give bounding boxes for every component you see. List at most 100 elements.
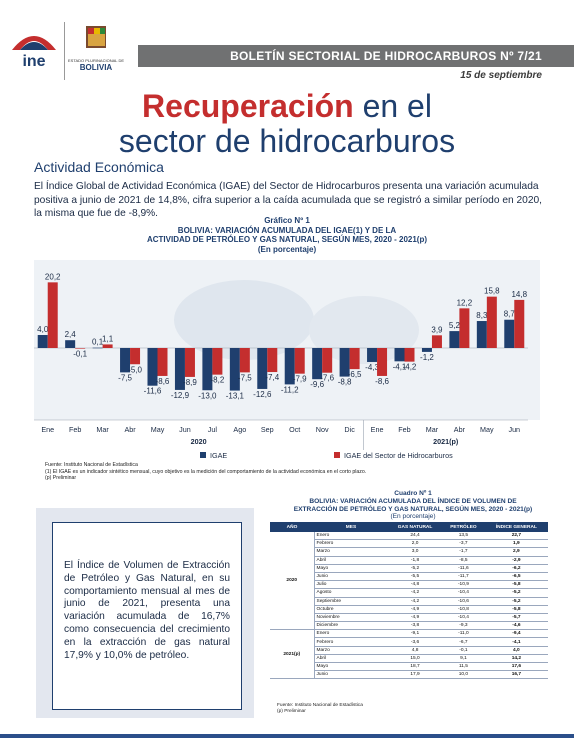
table-month-cell: Abril xyxy=(314,654,388,664)
table-month-cell: Junio xyxy=(314,670,388,680)
bar-value-label: -4,3 xyxy=(365,363,379,372)
table-value-cell: -10,4 xyxy=(442,613,485,623)
bar-value-label: 12,2 xyxy=(457,298,473,307)
table-row: Junio -5,5 -11,7 -6,5 xyxy=(270,572,548,582)
igae-bar xyxy=(37,335,48,348)
bar-value-label: 4,0 xyxy=(37,325,49,334)
x-tick-label: Mar xyxy=(426,425,439,434)
x-tick-label: Ago xyxy=(233,425,246,434)
x-tick-label: Abr xyxy=(454,425,466,434)
table-row: Abril 15,0 9,1 14,2 xyxy=(270,654,548,664)
table-value-cell: 17,9 xyxy=(388,670,443,680)
table-value-cell: -11,7 xyxy=(442,572,485,582)
hydrocarbon-bar xyxy=(349,348,360,370)
table-header-row: AÑO MES GAS NATURAL PETRÓLEO ÍNDICE GENE… xyxy=(270,522,548,532)
bar-value-label: -13,0 xyxy=(198,391,217,400)
ine-logo: ine xyxy=(8,20,60,82)
table-row: Mayo 18,7 11,5 17,6 xyxy=(270,662,548,672)
x-tick-label: Ene xyxy=(41,425,54,434)
bar-value-label: -4,2 xyxy=(403,363,417,372)
hydrocarbon-bar xyxy=(377,348,388,376)
table-row: Marzo 3,0 -1,7 2,9 xyxy=(270,547,548,557)
x-tick-label: Feb xyxy=(69,425,81,434)
igae-bar xyxy=(367,348,378,362)
table-month-cell: Noviembre xyxy=(314,613,388,623)
table-row: Marzo 4,8 -0,1 4,0 xyxy=(270,646,548,655)
table-title-line1: BOLIVIA: VARIACIÓN ACUMULADA DEL ÍNDICE … xyxy=(309,497,517,505)
table-value-cell: -5,8 xyxy=(484,580,548,590)
table-month-cell: Octubre xyxy=(314,605,388,614)
table-title-line2: EXTRACCIÓN DE PETRÓLEO Y GAS NATURAL, SE… xyxy=(293,505,533,513)
chart-source-line: Fuente: Instituto Nacional de Estadístic… xyxy=(45,462,138,468)
hydrocarbon-bar xyxy=(47,282,58,348)
legend-label: IGAE xyxy=(210,451,227,460)
table-row: Febrero -3,6 -6,7 -4,1 xyxy=(270,637,548,647)
hydrocarbon-bar xyxy=(157,348,168,376)
bar-value-label: -11,2 xyxy=(281,385,299,394)
table-value-cell: -8,5 xyxy=(442,556,485,565)
table-month-cell: Mayo xyxy=(314,564,388,573)
bar-value-label: -7,4 xyxy=(265,373,279,382)
chart-preliminary-note: (p) Preliminar xyxy=(45,475,77,481)
igae-bar xyxy=(65,340,76,348)
table-value-cell: -1,8 xyxy=(388,556,443,565)
table-value-cell: -4,2 xyxy=(388,588,443,598)
x-tick-label: Ene xyxy=(371,425,384,434)
bar-value-label: -12,9 xyxy=(171,391,190,400)
hydrocarbon-bar xyxy=(130,348,141,365)
bar-value-label: -7,6 xyxy=(320,374,334,383)
table-number: Cuadro Nº 1 xyxy=(394,490,432,497)
bar-value-label: -6,5 xyxy=(348,370,362,379)
table-value-cell: -4,6 xyxy=(484,621,548,631)
table-month-cell: Abril xyxy=(314,556,388,565)
bulletin-banner xyxy=(138,45,574,67)
table-value-cell: 2,9 xyxy=(484,547,548,557)
title-emphasis: Recuperación xyxy=(142,88,354,124)
table-value-cell: 2,0 xyxy=(388,539,443,549)
hydrocarbon-bar xyxy=(514,299,525,348)
hydrocarbon-bar xyxy=(212,348,223,375)
table-value-cell: 13,5 xyxy=(442,532,485,541)
table-row: Febrero 2,0 -3,7 1,9 xyxy=(270,539,548,549)
table-value-cell: -6,7 xyxy=(442,637,485,647)
ine-logo-text: ine xyxy=(22,53,45,70)
table-month-cell: Enero xyxy=(314,629,388,639)
table-value-cell: -6,2 xyxy=(484,564,548,573)
bar-value-label: -8,2 xyxy=(210,376,224,385)
table-value-cell: -1,7 xyxy=(442,547,485,557)
bar-value-label: -7,9 xyxy=(293,375,307,384)
bar-value-label: 3,9 xyxy=(431,325,443,334)
table-row: Noviembre -4,9 -10,4 -5,7 xyxy=(270,613,548,623)
table-month-cell: Febrero xyxy=(314,637,388,647)
table-value-cell: 16,7 xyxy=(484,670,548,680)
x-tick-label: Sep xyxy=(261,425,274,434)
bulletin-banner-title: BOLETÍN SECTORIAL DE HIDROCARBUROS Nº 7/… xyxy=(230,49,542,63)
table-value-cell: 15,0 xyxy=(388,654,443,664)
igae-bar xyxy=(312,348,323,380)
bar-value-label: 20,2 xyxy=(45,272,61,281)
table-value-cell: -6,5 xyxy=(484,572,548,582)
igae-bar xyxy=(421,348,432,352)
table-month-cell: Agosto xyxy=(314,588,388,598)
table-value-cell: 14,2 xyxy=(484,654,548,664)
page-title-line2: sector de hidrocarburos xyxy=(118,123,456,159)
table-value-cell: -3,6 xyxy=(388,637,443,647)
chart-tank-silhouette xyxy=(309,296,419,364)
table-value-cell: 11,5 xyxy=(442,662,485,672)
bar-value-label: -7,5 xyxy=(238,373,252,382)
table-row: Septiembre -4,2 -10,6 -5,2 xyxy=(270,597,548,606)
table-value-cell: -4,2 xyxy=(388,597,443,606)
x-tick-label: Jun xyxy=(179,425,191,434)
table-value-cell: -10,4 xyxy=(442,588,485,598)
igae-bar xyxy=(174,348,185,390)
col-header-index: ÍNDICE GENERAL xyxy=(484,522,548,532)
bar-value-label: -4,1 xyxy=(393,362,407,371)
table-month-cell: Marzo xyxy=(314,547,388,557)
bar-value-label: 15,8 xyxy=(484,287,500,296)
hydrocarbon-bar xyxy=(75,348,86,349)
table-value-cell: 18,7 xyxy=(388,662,443,672)
table-value-cell: 10,0 xyxy=(442,670,485,680)
hydrocarbon-bar xyxy=(486,296,497,348)
table-value-cell: -11,0 xyxy=(442,629,485,639)
table-value-cell: -10,6 xyxy=(442,597,485,606)
